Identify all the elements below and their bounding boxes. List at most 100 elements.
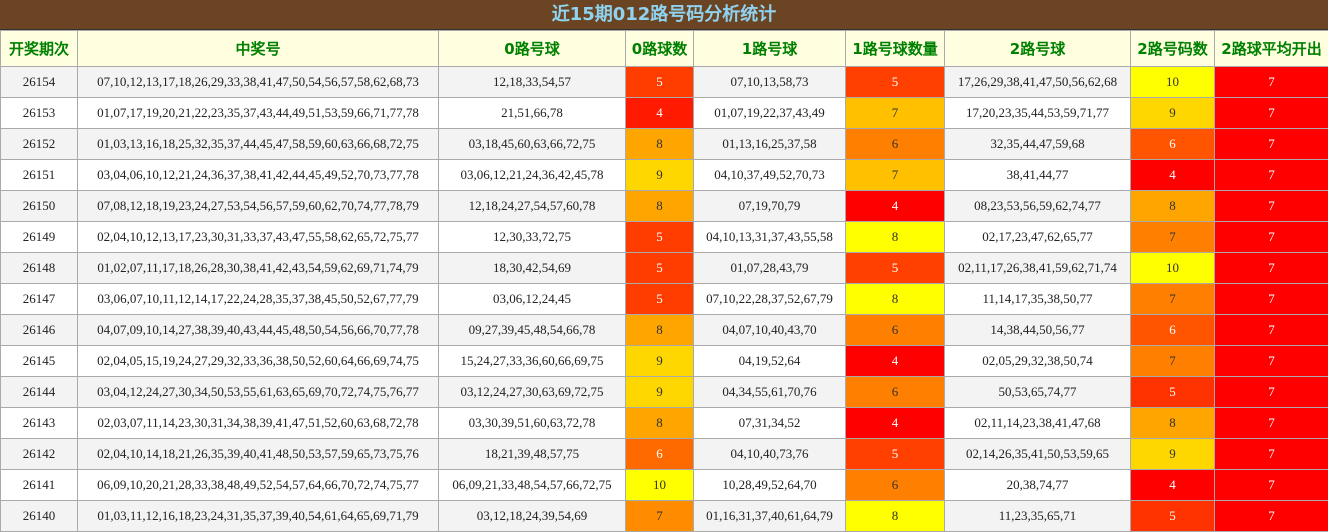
table-row: 26154 07,10,12,13,17,18,26,29,33,38,41,47… bbox=[0, 66, 1328, 98]
table-cell: 7 bbox=[1214, 345, 1328, 377]
table-cell: 04,19,52,64 bbox=[693, 345, 846, 377]
table-cell: 7 bbox=[1130, 221, 1215, 253]
table-cell: 03,04,12,24,27,30,34,50,53,55,61,63,65,6… bbox=[77, 376, 439, 408]
table-cell: 7 bbox=[1214, 159, 1328, 191]
table-cell: 6 bbox=[845, 314, 945, 346]
column-header: 1路号球 bbox=[693, 30, 846, 67]
table-cell: 26145 bbox=[0, 345, 78, 377]
table-cell: 6 bbox=[845, 376, 945, 408]
table-cell: 12,18,33,54,57 bbox=[438, 66, 626, 98]
table-cell: 01,16,31,37,40,61,64,79 bbox=[693, 500, 846, 532]
table-cell: 01,07,17,19,20,21,22,23,35,37,43,44,49,5… bbox=[77, 97, 439, 129]
table-cell: 4 bbox=[845, 190, 945, 222]
table-cell: 26146 bbox=[0, 314, 78, 346]
table-cell: 10 bbox=[1130, 66, 1215, 98]
table-cell: 9 bbox=[1130, 438, 1215, 470]
table-cell: 7 bbox=[1214, 314, 1328, 346]
table-cell: 7 bbox=[1214, 283, 1328, 315]
table-cell: 01,02,07,11,17,18,26,28,30,38,41,42,43,5… bbox=[77, 252, 439, 284]
table-cell: 04,10,13,31,37,43,55,58 bbox=[693, 221, 846, 253]
table-cell: 26148 bbox=[0, 252, 78, 284]
table-cell: 01,07,28,43,79 bbox=[693, 252, 846, 284]
table-cell: 07,10,13,58,73 bbox=[693, 66, 846, 98]
table-row: 26149 02,04,10,12,13,17,23,30,31,33,37,43… bbox=[0, 221, 1328, 253]
table-cell: 8 bbox=[625, 407, 694, 439]
table-cell: 09,27,39,45,48,54,66,78 bbox=[438, 314, 626, 346]
table-cell: 07,19,70,79 bbox=[693, 190, 846, 222]
table-cell: 26144 bbox=[0, 376, 78, 408]
table-row: 26142 02,04,10,14,18,21,26,35,39,40,41,48… bbox=[0, 438, 1328, 470]
table-cell: 4 bbox=[845, 407, 945, 439]
table-cell: 6 bbox=[625, 438, 694, 470]
table-cell: 7 bbox=[1214, 407, 1328, 439]
table-cell: 6 bbox=[1130, 128, 1215, 160]
table-cell: 18,21,39,48,57,75 bbox=[438, 438, 626, 470]
table-cell: 17,26,29,38,41,47,50,56,62,68 bbox=[944, 66, 1131, 98]
table-cell: 26142 bbox=[0, 438, 78, 470]
table-cell: 04,10,40,73,76 bbox=[693, 438, 846, 470]
table-cell: 32,35,44,47,59,68 bbox=[944, 128, 1131, 160]
table-cell: 26153 bbox=[0, 97, 78, 129]
table-cell: 03,12,24,27,30,63,69,72,75 bbox=[438, 376, 626, 408]
table-row: 26148 01,02,07,11,17,18,26,28,30,38,41,42… bbox=[0, 252, 1328, 284]
table-cell: 7 bbox=[1214, 438, 1328, 470]
table-cell: 7 bbox=[1214, 376, 1328, 408]
table-cell: 11,14,17,35,38,50,77 bbox=[944, 283, 1131, 315]
table-cell: 26151 bbox=[0, 159, 78, 191]
table-cell: 07,08,12,18,19,23,24,27,53,54,56,57,59,6… bbox=[77, 190, 439, 222]
table-cell: 8 bbox=[625, 190, 694, 222]
table-cell: 7 bbox=[845, 159, 945, 191]
table-cell: 7 bbox=[1214, 97, 1328, 129]
column-header: 2路号球 bbox=[944, 30, 1131, 67]
table-cell: 03,18,45,60,63,66,72,75 bbox=[438, 128, 626, 160]
table-cell: 02,04,05,15,19,24,27,29,32,33,36,38,50,5… bbox=[77, 345, 439, 377]
table-row: 26147 03,06,07,10,11,12,14,17,22,24,28,35… bbox=[0, 283, 1328, 315]
table-cell: 9 bbox=[625, 345, 694, 377]
table-cell: 8 bbox=[845, 500, 945, 532]
table-cell: 5 bbox=[845, 438, 945, 470]
table-cell: 7 bbox=[845, 97, 945, 129]
table-cell: 12,18,24,27,54,57,60,78 bbox=[438, 190, 626, 222]
table-cell: 7 bbox=[1214, 66, 1328, 98]
table-cell: 9 bbox=[625, 376, 694, 408]
table-row: 26145 02,04,05,15,19,24,27,29,32,33,36,38… bbox=[0, 345, 1328, 377]
table-cell: 38,41,44,77 bbox=[944, 159, 1131, 191]
table-row: 26141 06,09,10,20,21,28,33,38,48,49,52,54… bbox=[0, 469, 1328, 501]
table-cell: 50,53,65,74,77 bbox=[944, 376, 1131, 408]
table-body: 26154 07,10,12,13,17,18,26,29,33,38,41,47… bbox=[0, 66, 1328, 532]
table-cell: 5 bbox=[625, 66, 694, 98]
table-cell: 21,51,66,78 bbox=[438, 97, 626, 129]
table-cell: 8 bbox=[625, 128, 694, 160]
table-cell: 4 bbox=[625, 97, 694, 129]
table-cell: 5 bbox=[1130, 376, 1215, 408]
table-row: 26151 03,04,06,10,12,21,24,36,37,38,41,42… bbox=[0, 159, 1328, 191]
table-cell: 6 bbox=[845, 128, 945, 160]
column-header: 中奖号 bbox=[77, 30, 439, 67]
table-row: 26140 01,03,11,12,16,18,23,24,31,35,37,39… bbox=[0, 500, 1328, 532]
table-cell: 03,04,06,10,12,21,24,36,37,38,41,42,44,4… bbox=[77, 159, 439, 191]
stats-table: 开奖期次 中奖号 0路号球 0路球数 1路号球 1路号球数量 2路号球 2路号码数 2路球平均开… bbox=[0, 30, 1328, 532]
table-cell: 04,07,09,10,14,27,38,39,40,43,44,45,48,5… bbox=[77, 314, 439, 346]
table-cell: 5 bbox=[625, 283, 694, 315]
table-cell: 7 bbox=[1214, 469, 1328, 501]
column-header: 1路号球数量 bbox=[845, 30, 945, 67]
table-cell: 03,12,18,24,39,54,69 bbox=[438, 500, 626, 532]
table-cell: 02,03,07,11,14,23,30,31,34,38,39,41,47,5… bbox=[77, 407, 439, 439]
table-cell: 03,06,12,24,45 bbox=[438, 283, 626, 315]
table-cell: 18,30,42,54,69 bbox=[438, 252, 626, 284]
table-cell: 6 bbox=[1130, 314, 1215, 346]
table-cell: 02,11,17,26,38,41,59,62,71,74 bbox=[944, 252, 1131, 284]
table-cell: 07,31,34,52 bbox=[693, 407, 846, 439]
table-cell: 10 bbox=[625, 469, 694, 501]
table-cell: 26147 bbox=[0, 283, 78, 315]
table-cell: 01,03,13,16,18,25,32,35,37,44,45,47,58,5… bbox=[77, 128, 439, 160]
table-cell: 01,03,11,12,16,18,23,24,31,35,37,39,40,5… bbox=[77, 500, 439, 532]
table-cell: 26154 bbox=[0, 66, 78, 98]
table-cell: 8 bbox=[1130, 407, 1215, 439]
table-cell: 26150 bbox=[0, 190, 78, 222]
table-cell: 02,14,26,35,41,50,53,59,65 bbox=[944, 438, 1131, 470]
table-cell: 9 bbox=[1130, 97, 1215, 129]
table-row: 26150 07,08,12,18,19,23,24,27,53,54,56,57… bbox=[0, 190, 1328, 222]
table-cell: 04,10,37,49,52,70,73 bbox=[693, 159, 846, 191]
